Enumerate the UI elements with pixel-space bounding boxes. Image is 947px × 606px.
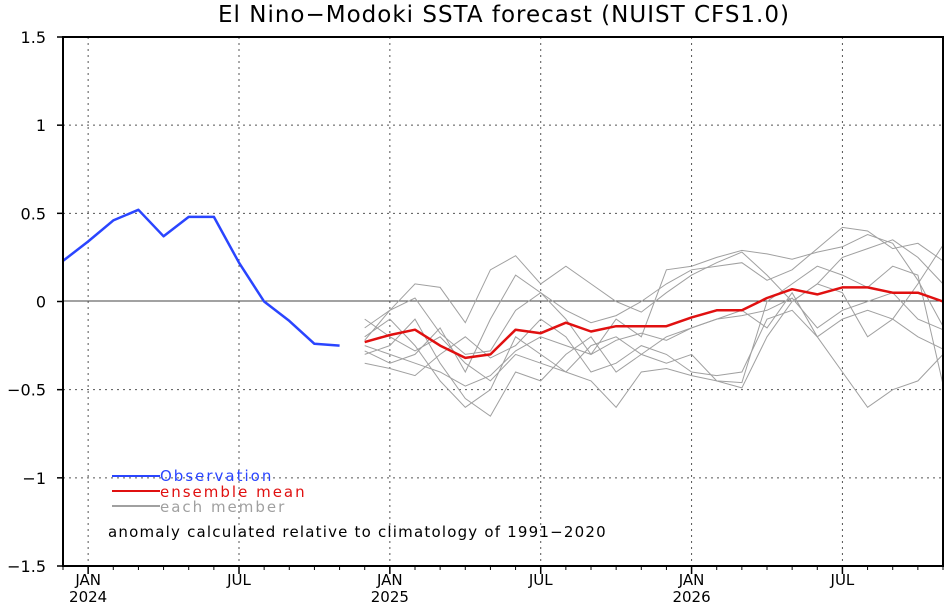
y-tick-label: −0.5 [7,381,46,400]
y-tick-label: 0.5 [21,204,46,223]
x-tick-month-label: JUL [528,571,553,589]
member-line [364,244,944,408]
x-tick-year-label: 2024 [69,588,107,606]
x-tick-month-label: JAN [74,571,101,589]
member-line [364,265,944,409]
observation-polyline [62,208,340,347]
legend: Observation ensemble mean each member [112,467,307,516]
y-tick-label: −1.5 [7,557,46,576]
member-line [364,309,944,377]
member-line [364,291,944,417]
ensemble-mean-polyline [364,286,944,360]
x-tick-month-label: JAN [376,571,403,589]
x-tick-month-label: JAN [678,571,705,589]
legend-ensemble-mean-label: ensemble mean [160,483,307,501]
x-tick-month-label: JUL [226,571,251,589]
y-tick-label: 0 [36,293,46,312]
member-line [364,292,944,387]
member-lines [364,226,944,417]
y-axis: 1.5 1 0.5 0 −0.5 −1 −1.5 [7,28,63,576]
legend-each-member-label: each member [160,498,286,516]
x-tick-year-label: 2025 [371,588,409,606]
observation-line [62,208,340,347]
climatology-note: anomaly calculated relative to climatolo… [108,523,607,541]
legend-observation-label: Observation [160,467,273,485]
ensemble-mean-line [364,286,944,360]
chart-title: El Nino−Modoki SSTA forecast (NUIST CFS1… [218,2,790,28]
y-tick-label: 1.5 [21,28,46,47]
member-line [364,226,944,355]
x-tick-year-label: 2026 [672,588,710,606]
x-tick-month-label: JUL [830,571,855,589]
member-line [364,233,944,374]
y-tick-label: −1 [22,469,46,488]
y-tick-label: 1 [36,116,46,135]
